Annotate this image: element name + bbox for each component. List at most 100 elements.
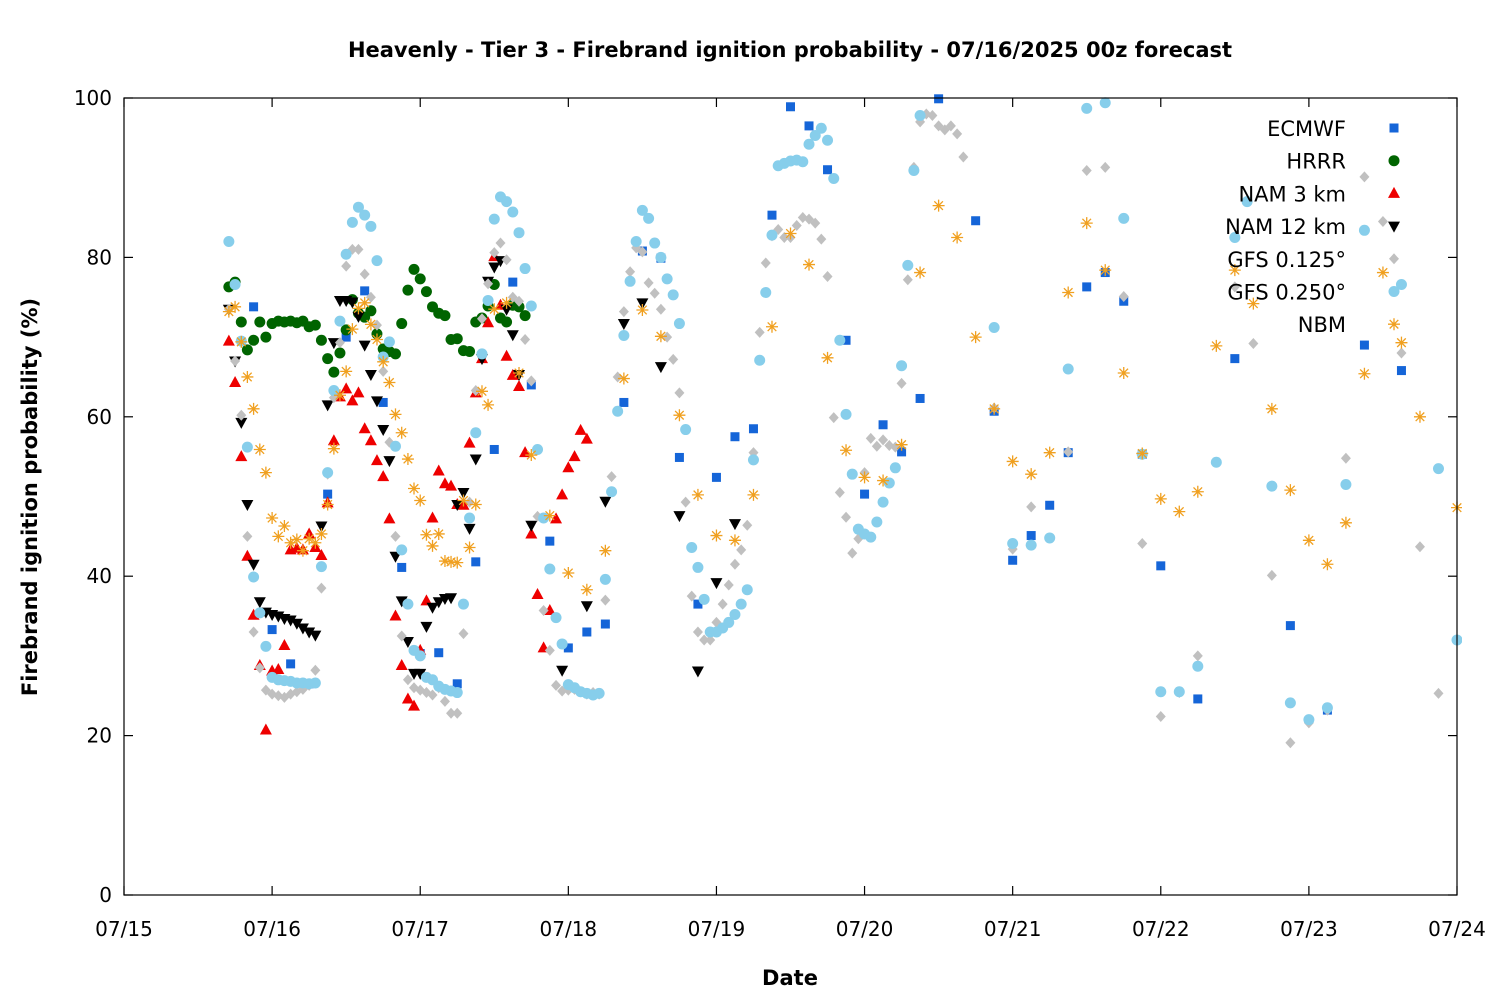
nbm-point	[364, 318, 377, 331]
hrrr-point	[519, 310, 531, 322]
gfs-0-125-point	[847, 547, 858, 559]
gfs-0-125-point	[668, 353, 679, 365]
gfs-0-250-point	[507, 206, 519, 218]
nbm-point	[562, 567, 575, 580]
gfs-0-125-point	[945, 120, 956, 132]
nbm-point	[469, 498, 482, 511]
gfs-0-125-point	[242, 530, 253, 542]
nam-3-km-point	[513, 380, 526, 392]
ecmwf-point	[508, 277, 518, 287]
nbm-point	[445, 555, 458, 568]
nam-12-km-point	[364, 370, 377, 382]
gfs-0-125-point	[501, 254, 512, 266]
nam-3-km-point	[482, 316, 495, 328]
gfs-0-250-point	[519, 263, 531, 275]
nbm-point	[222, 305, 235, 318]
gfs-0-250-point	[309, 677, 321, 689]
gfs-0-125-point	[637, 246, 648, 258]
nbm-point	[333, 389, 346, 402]
gfs-0-125-point	[520, 333, 531, 345]
nam-12-km-point	[457, 488, 470, 500]
gfs-0-250-point	[729, 608, 741, 620]
gfs-0-250-point	[680, 424, 692, 436]
nam-12-km-point	[241, 499, 254, 511]
gfs-0-250-point	[464, 512, 476, 524]
nam-3-km-point	[352, 386, 365, 398]
nbm-point	[821, 351, 834, 364]
gfs-0-250-point	[1266, 480, 1278, 492]
ecmwf-point	[1045, 500, 1055, 510]
gfs-0-125-point	[606, 471, 617, 483]
gfs-0-250-point	[544, 563, 556, 575]
nam-3-km-point	[370, 454, 383, 466]
gfs-0-250-point	[346, 216, 358, 228]
legend-label-gfs-0-250: GFS 0.250°	[1227, 281, 1346, 305]
nam-3-km-point	[327, 434, 340, 446]
legend-label-nbm: NBM	[1298, 313, 1346, 337]
ecmwf-point	[1026, 531, 1036, 541]
gfs-0-125-point	[686, 590, 697, 602]
nam-12-km-point	[506, 330, 519, 342]
nam-3-km-point	[315, 548, 328, 560]
nam-3-km-point	[531, 588, 544, 600]
nbm-point	[728, 534, 741, 547]
nam-3-km-point	[383, 512, 396, 524]
legend-label-gfs-0-125: GFS 0.125°	[1227, 248, 1346, 272]
nbm-point	[895, 438, 908, 451]
gfs-0-250-point	[1099, 97, 1111, 109]
gfs-0-250-point	[723, 616, 735, 628]
gfs-0-125-point	[729, 558, 740, 570]
nam-12-km-point	[463, 523, 476, 535]
gfs-0-125-point	[236, 409, 247, 421]
gfs-0-250-point	[618, 330, 630, 342]
data-points	[222, 94, 1462, 749]
ecmwf-point	[823, 165, 833, 175]
ecmwf-point	[1156, 561, 1166, 571]
nbm-point	[253, 443, 266, 456]
gfs-0-250-point	[846, 468, 858, 480]
gfs-0-250-point	[593, 687, 605, 699]
nam-3-km-point	[346, 394, 359, 406]
nam-12-km-point	[728, 519, 741, 531]
nbm-point	[1284, 484, 1297, 497]
nam-12-km-point	[432, 597, 445, 609]
gfs-0-250-point	[741, 584, 753, 596]
nbm-point	[765, 320, 778, 333]
hrrr-point	[248, 334, 260, 346]
gfs-0-125-point	[489, 247, 500, 259]
nam-12-km-point	[284, 615, 297, 627]
gfs-0-250-point	[612, 405, 624, 417]
nbm-point	[408, 482, 421, 495]
gfs-0-125-point	[427, 689, 438, 701]
hrrr-point	[334, 347, 346, 359]
legend-marker-nam-3-km	[1388, 186, 1400, 198]
ecmwf-point	[674, 452, 684, 462]
gfs-0-250-point	[760, 286, 772, 298]
nbm-point	[932, 199, 945, 212]
ecmwf-point	[582, 627, 592, 637]
nam-12-km-point	[377, 425, 390, 437]
nbm-point	[457, 494, 470, 507]
gfs-0-125-point	[1433, 687, 1444, 699]
nam-3-km-point	[525, 527, 538, 539]
ecmwf-point	[600, 619, 610, 629]
nam-12-km-point	[321, 400, 334, 412]
gfs-0-250-point	[248, 571, 260, 583]
nbm-point	[309, 536, 322, 549]
gfs-0-125-point	[791, 220, 802, 232]
hrrr-point	[254, 316, 266, 328]
ecmwf-point	[971, 216, 981, 226]
nam-3-km-point	[389, 609, 402, 621]
gfs-0-125-point	[871, 440, 882, 452]
nbm-point	[321, 498, 334, 511]
ecmwf-point	[860, 489, 870, 499]
legend-marker-hrrr	[1388, 155, 1400, 167]
nam-12-km-point	[500, 304, 513, 316]
ecmwf-point	[341, 332, 351, 342]
gfs-0-125-point	[958, 151, 969, 163]
gfs-0-250-point	[1062, 363, 1074, 375]
gfs-0-125-point	[692, 626, 703, 638]
gfs-0-250-point	[371, 255, 383, 267]
gfs-0-250-point	[914, 110, 926, 122]
y-tick-label: 60	[87, 405, 112, 429]
